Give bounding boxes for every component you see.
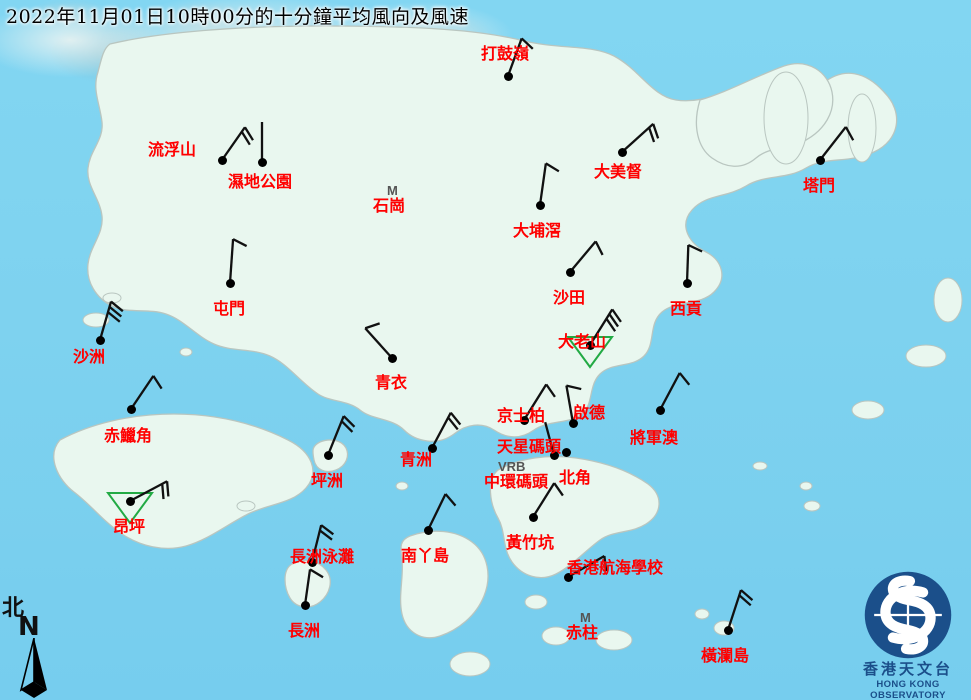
compass-rose: 北 N	[2, 590, 72, 700]
station-name-label: 屯門	[213, 299, 246, 318]
station-name-label: 香港航海學校	[567, 558, 664, 577]
station-name-label: 啟德	[573, 403, 606, 422]
wind-barb-icon	[658, 372, 691, 411]
wind-barb-icon	[303, 568, 324, 606]
station-dot	[528, 512, 538, 522]
station-dot	[815, 155, 825, 165]
wind-barb-icon	[819, 126, 855, 161]
station-name-label: 赤鱲角	[104, 426, 153, 445]
station-dot	[723, 625, 733, 635]
page-title: 2022年11月01日10時00分的十分鐘平均風向及風速	[6, 6, 470, 28]
station-name-label: 石崗	[373, 196, 406, 215]
station-name-label: 西貢	[670, 299, 703, 318]
station-name-label: 昂坪	[113, 517, 146, 536]
station-name-label: 大埔滘	[513, 221, 562, 240]
station-dot	[549, 450, 559, 460]
station-dot	[95, 335, 105, 345]
station-dot	[617, 147, 627, 157]
station-name-label: 北角	[559, 468, 592, 487]
station-name-label: 大美督	[594, 162, 643, 181]
wind-barb-icon	[726, 589, 754, 631]
station-dot	[257, 157, 267, 167]
station-name-label: 將軍澳	[630, 428, 679, 447]
hko-logo: 香港天文台 HONG KONG OBSERVATORY	[845, 568, 971, 700]
station-wind-code: M	[387, 183, 398, 198]
station-dot	[682, 278, 692, 288]
station-dot	[519, 415, 529, 425]
station-dot	[217, 155, 227, 165]
wind-barb-icon	[621, 123, 660, 153]
station-dot	[427, 443, 437, 453]
station-dot	[561, 447, 571, 457]
hko-name-cn: 香港天文台	[862, 660, 953, 678]
station-wind-code: M	[580, 610, 591, 625]
compass-label-en: N	[18, 612, 40, 642]
wind-barb-icon	[326, 415, 356, 456]
wind-barb-icon	[221, 126, 254, 161]
station-dot	[563, 572, 573, 582]
wind-barb-icon	[506, 37, 534, 77]
station-name-label: 青衣	[375, 373, 408, 392]
wind-barb-icon	[532, 482, 564, 518]
station-dot	[126, 404, 136, 414]
station-dot	[585, 340, 595, 350]
station-name-label: 大老山	[558, 332, 607, 351]
wind-barb-icon	[569, 240, 604, 273]
station-name-label: 沙洲	[73, 347, 106, 366]
station-dot	[568, 418, 578, 428]
station-name-label: 坪洲	[311, 471, 344, 490]
wind-barb-icon	[544, 421, 556, 456]
wind-barb-icon	[685, 243, 703, 284]
wind-barb-icon	[426, 493, 457, 531]
station-name-label: 中環碼頭	[484, 472, 549, 491]
station-dot	[300, 600, 310, 610]
station-name-label: 京士柏	[497, 406, 546, 425]
wind-barb-icon	[523, 383, 556, 421]
station-name-label: 流浮山	[148, 140, 197, 159]
station-name-label: 南丫島	[401, 546, 450, 565]
station-name-label: 濕地公園	[228, 172, 293, 191]
compass-label-cn: 北	[2, 595, 25, 621]
wind-barb-icon	[130, 375, 163, 410]
wind-barb-icon	[589, 308, 622, 346]
north-arrow-icon	[19, 638, 47, 698]
station-dot	[655, 405, 665, 415]
wind-barb-icon	[260, 122, 264, 162]
station-name-label: 沙田	[553, 288, 586, 307]
station-name-label: 塔門	[803, 176, 836, 195]
wind-barb-icon	[565, 384, 582, 424]
wind-barb-icon	[364, 322, 393, 359]
wind-barb-icon	[538, 162, 560, 206]
station-name-label: 赤柱	[566, 623, 599, 642]
wind-barb-icon	[129, 480, 170, 503]
station-name-label: 青洲	[400, 450, 433, 469]
wind-barb-icon	[567, 555, 608, 578]
station-name-label: 長洲	[288, 621, 321, 640]
station-dot	[535, 200, 545, 210]
station-name-label: 打鼓嶺	[481, 44, 530, 63]
station-dot	[125, 496, 135, 506]
wind-barb-icon	[310, 524, 335, 563]
hko-name-en: HONG KONG OBSERVATORY	[870, 679, 946, 700]
station-dot	[225, 278, 235, 288]
station-dot	[565, 267, 575, 277]
station-dot	[307, 557, 317, 567]
station-name-label: 天星碼頭	[497, 437, 562, 456]
station-wind-code: VRB	[498, 459, 526, 474]
station-dot	[423, 525, 433, 535]
wind-barb-icon	[430, 411, 462, 449]
station-name-label: 長洲泳灘	[290, 547, 355, 566]
gust-triangle-icon	[566, 336, 614, 369]
station-name-label: 黃竹坑	[506, 533, 555, 552]
wind-barb-icon	[98, 300, 124, 341]
gust-triangle-icon	[106, 492, 154, 525]
station-name-label: 橫瀾島	[701, 646, 750, 665]
wind-barb-icon	[228, 238, 248, 284]
station-dot	[323, 450, 333, 460]
station-dot	[387, 353, 397, 363]
station-dot	[503, 71, 513, 81]
hko-emblem-icon	[861, 568, 955, 662]
